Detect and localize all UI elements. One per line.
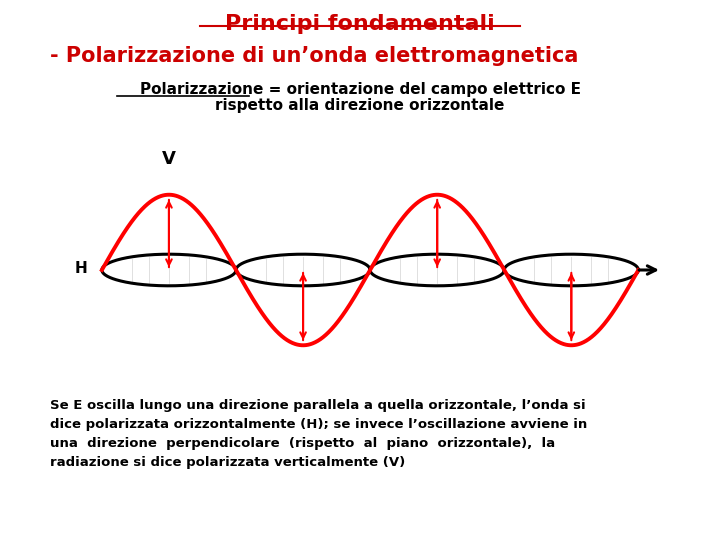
Text: Se E oscilla lungo una direzione parallela a quella orizzontale, l’onda si
dice : Se E oscilla lungo una direzione paralle…: [50, 399, 588, 469]
Text: Polarizzazione = orientazione del campo elettrico E: Polarizzazione = orientazione del campo …: [140, 82, 580, 97]
Text: rispetto alla direzione orizzontale: rispetto alla direzione orizzontale: [215, 98, 505, 113]
Polygon shape: [370, 254, 504, 286]
Text: H: H: [75, 261, 88, 276]
Text: Principi fondamentali: Principi fondamentali: [225, 14, 495, 33]
Text: - Polarizzazione di un’onda elettromagnetica: - Polarizzazione di un’onda elettromagne…: [50, 46, 579, 66]
Polygon shape: [236, 254, 370, 286]
Polygon shape: [102, 254, 236, 286]
Polygon shape: [504, 254, 639, 286]
Text: V: V: [162, 150, 176, 167]
